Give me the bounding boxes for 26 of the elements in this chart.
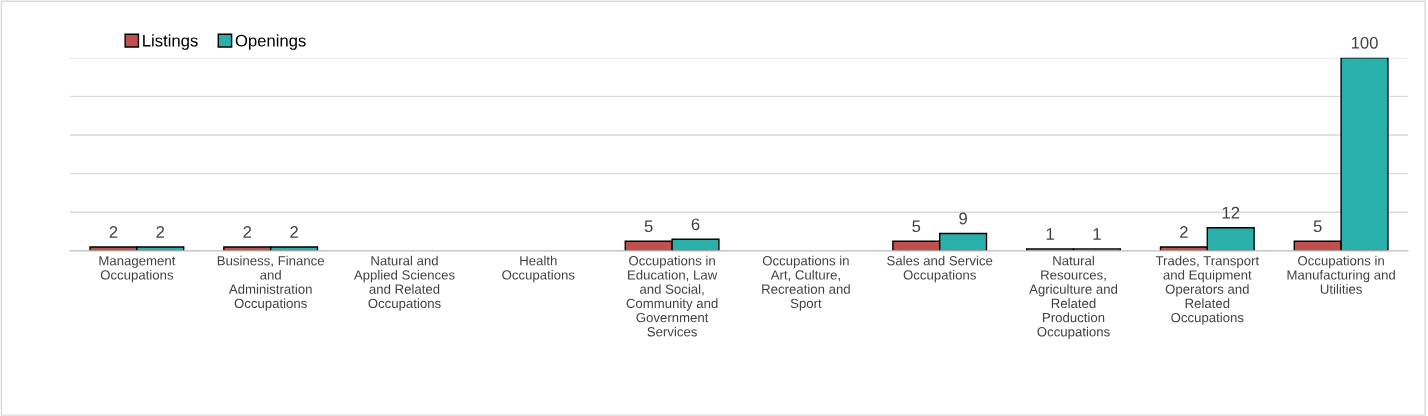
data-label: 2 [290,226,298,238]
x-tick-label: Business, Finance and Administration Occupations [217,255,324,311]
x-tick-label: Occupations in Art, Culture, Recreation and Sport [762,255,850,311]
data-label: 1 [1046,228,1054,240]
data-label: 5 [1313,220,1322,233]
x-tick-label: Occupations in Education, Law and Social, Community and Government Services [626,255,718,337]
data-label: 5 [912,220,921,233]
data-label: 100 [1351,36,1378,49]
legend-label: Listings [143,34,198,50]
data-label: 2 [1180,226,1188,238]
legend-label: Openings [235,34,306,50]
x-tick-label: Sales and Service Occupations [887,255,993,283]
data-label: 1 [1093,228,1101,240]
data-label: 5 [644,220,653,233]
data-label: 9 [959,212,967,225]
data-label: 2 [243,226,252,238]
x-tick-label: Natural Resources, Agriculture and Related Production Occupations [1029,255,1118,340]
x-tick-label: Management Occupations [99,256,176,283]
data-label: 2 [109,226,118,238]
data-label: 12 [1222,206,1240,219]
x-tick-label: Health Occupations [502,255,575,283]
x-tick-label: Occupations in Manufacturing and Utilities [1287,255,1395,294]
x-tick-label: Natural and Applied Sciences and Related Occupations [353,255,455,311]
x-tick-label: Trades, Transport and Equipment Operators and Related Occupations [1155,255,1260,325]
data-label: 6 [691,218,700,231]
data-label: 2 [156,226,165,238]
